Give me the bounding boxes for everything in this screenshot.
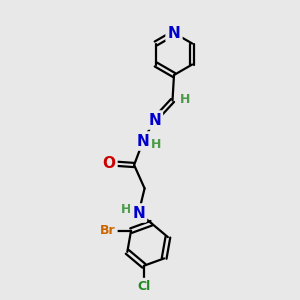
Text: N: N xyxy=(148,112,161,128)
Text: H: H xyxy=(151,137,161,151)
Text: N: N xyxy=(132,206,145,220)
Text: H: H xyxy=(121,203,131,216)
Text: O: O xyxy=(102,156,116,171)
Text: N: N xyxy=(137,134,149,148)
Text: Br: Br xyxy=(100,224,116,237)
Text: Cl: Cl xyxy=(137,280,151,293)
Text: N: N xyxy=(168,26,180,40)
Text: H: H xyxy=(180,92,190,106)
